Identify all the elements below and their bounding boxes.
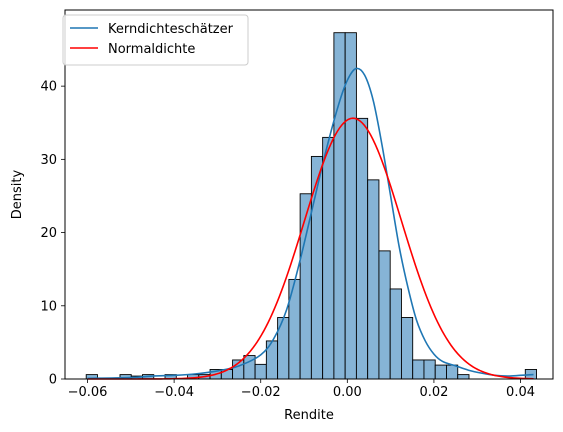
y-tick-label: 10 <box>40 299 57 314</box>
histogram-bar <box>457 374 470 380</box>
y-tick-label: 20 <box>40 226 57 241</box>
histogram-bar <box>446 364 459 380</box>
legend-label-normal: Normaldichte <box>108 42 195 57</box>
x-tick-label: −0.02 <box>241 385 281 400</box>
x-axis-label: Rendite <box>284 408 334 423</box>
histogram-bar <box>344 32 357 380</box>
x-tick-label: 0.04 <box>506 385 535 400</box>
y-axis: 0 10 20 30 40 <box>40 80 65 388</box>
histogram-bar <box>434 364 447 380</box>
histogram-bar <box>367 179 380 380</box>
histogram-bar <box>322 136 335 380</box>
legend-label-kde: Kerndichteschätzer <box>108 22 234 37</box>
x-tick-label: 0.02 <box>419 385 448 400</box>
plot-frame <box>64 9 554 380</box>
legend: Kerndichteschätzer Normaldichte <box>62 14 249 66</box>
histogram-bar <box>333 32 346 380</box>
histogram-bar <box>423 359 436 380</box>
histogram-bar <box>400 317 414 380</box>
histogram-bars <box>85 32 537 380</box>
x-tick-label: 0.00 <box>333 385 362 400</box>
y-tick-label: 0 <box>49 373 57 388</box>
histogram-bar <box>355 117 369 380</box>
histogram-bar <box>389 288 402 380</box>
x-tick-label: −0.04 <box>154 385 194 400</box>
y-tick-label: 30 <box>40 153 57 168</box>
histogram-bar <box>412 359 425 380</box>
x-axis: −0.06 −0.04 −0.02 0.00 0.02 0.04 <box>68 379 535 400</box>
legend-box <box>62 14 249 66</box>
y-tick-label: 40 <box>40 80 57 95</box>
y-axis-label: Density <box>10 169 25 219</box>
kde-curve <box>87 67 534 380</box>
histogram-bar <box>254 363 267 380</box>
x-tick-label: −0.06 <box>68 385 108 400</box>
histogram-bar <box>378 250 391 380</box>
